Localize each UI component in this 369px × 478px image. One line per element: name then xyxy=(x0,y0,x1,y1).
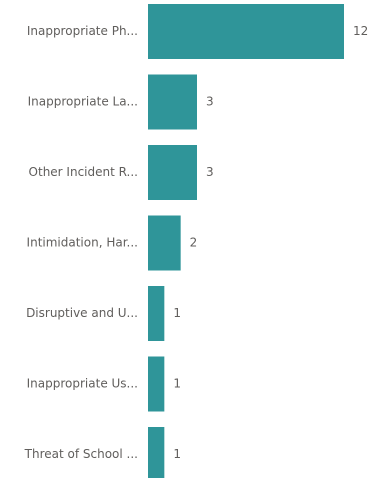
value-label: 3 xyxy=(206,165,214,179)
category-label: Other Incident R... xyxy=(29,165,138,179)
value-label: 1 xyxy=(173,377,181,391)
value-label: 12 xyxy=(353,24,368,38)
bar[interactable] xyxy=(148,215,181,271)
value-label: 1 xyxy=(173,306,181,320)
category-label: Inappropriate Us... xyxy=(27,377,138,391)
bar[interactable] xyxy=(148,74,197,130)
value-label: 3 xyxy=(206,95,214,109)
bar[interactable] xyxy=(148,4,344,59)
category-label: Inappropriate La... xyxy=(28,95,138,109)
category-label: Threat of School ... xyxy=(24,447,138,461)
bar[interactable] xyxy=(148,145,197,200)
category-label: Inappropriate Ph... xyxy=(27,24,138,38)
value-label: 2 xyxy=(190,236,198,250)
category-label: Disruptive and U... xyxy=(26,306,138,320)
value-label: 1 xyxy=(173,447,181,461)
bar[interactable] xyxy=(148,356,165,412)
bar[interactable] xyxy=(148,427,165,478)
category-label: Intimidation, Har... xyxy=(27,236,138,250)
bar[interactable] xyxy=(148,286,165,341)
